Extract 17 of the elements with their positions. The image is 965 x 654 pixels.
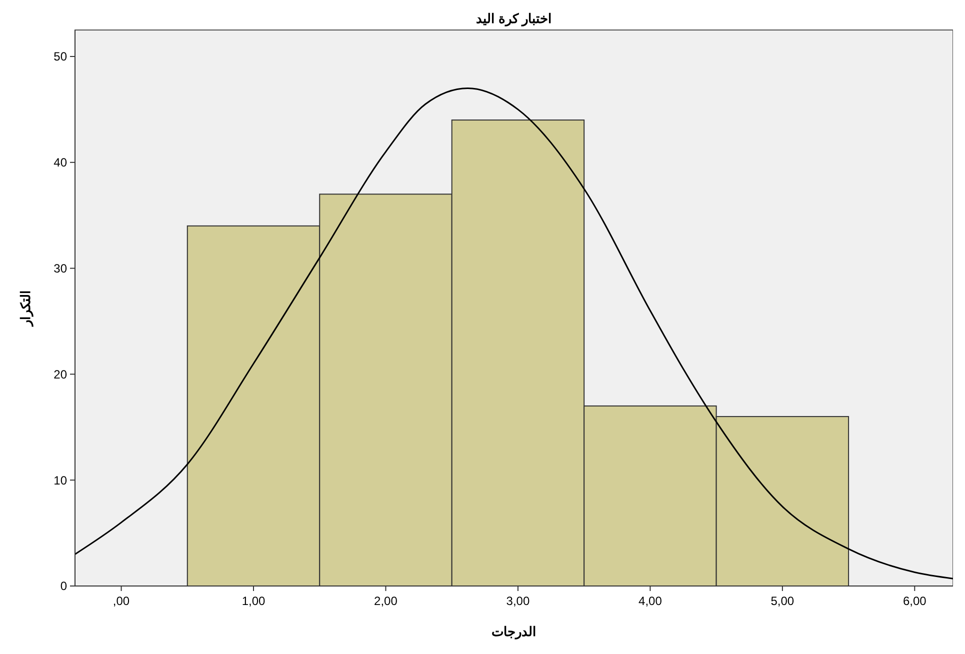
y-tick-label: 40 — [54, 156, 68, 170]
y-tick-label: 20 — [54, 367, 68, 382]
y-tick-label: 0 — [60, 579, 68, 594]
y-axis-title: التكرار — [18, 290, 34, 327]
y-tick-label: 50 — [54, 50, 68, 64]
x-tick-label: 3,00 — [506, 594, 530, 608]
chart-title: اختبار كرة اليد — [476, 11, 552, 27]
y-tick-label: 30 — [54, 261, 68, 276]
x-tick-label: 1,00 — [242, 594, 266, 608]
x-tick-label: 5,00 — [770, 594, 794, 608]
line-series — [75, 88, 953, 580]
x-tick-label: ,00 — [112, 594, 130, 608]
y-tick-label: 10 — [54, 473, 68, 488]
x-tick-label: 6,00 — [902, 594, 927, 608]
x-tick-label: 4,00 — [638, 594, 662, 608]
x-axis-title: الدرجات — [492, 624, 536, 640]
x-tick-label: 2,00 — [374, 594, 398, 608]
